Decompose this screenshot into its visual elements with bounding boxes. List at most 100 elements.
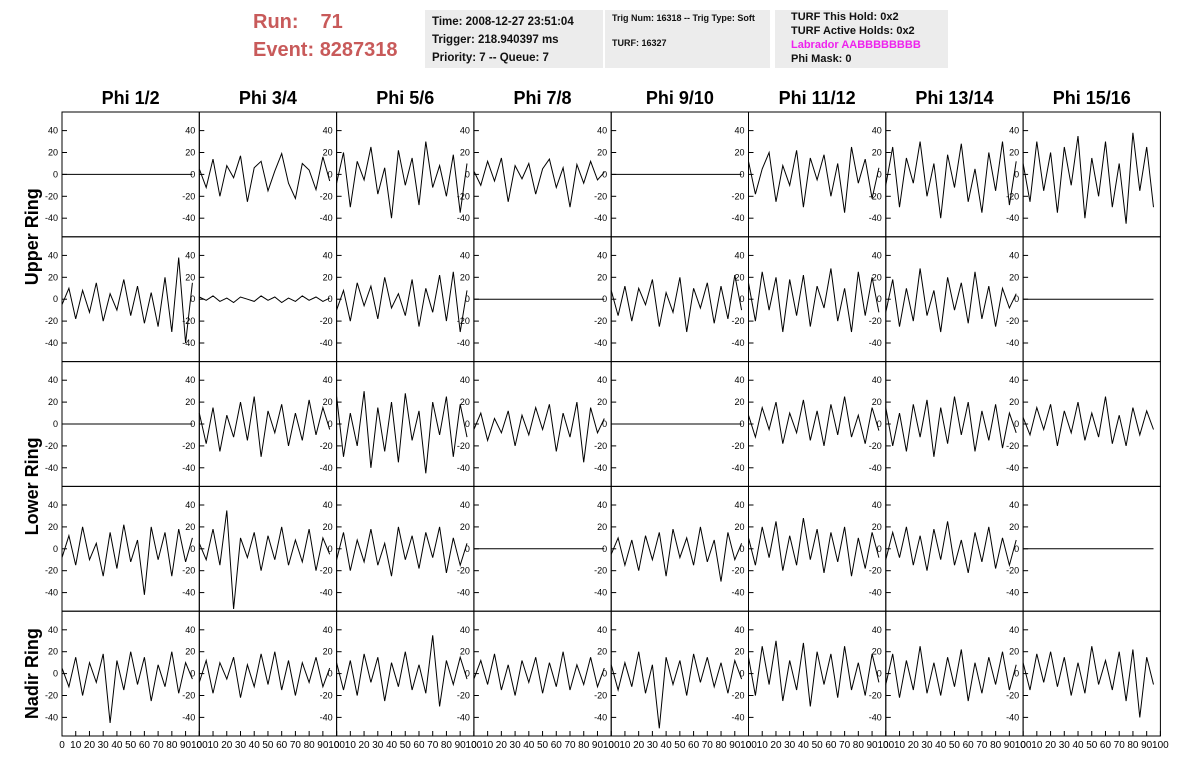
y-tick-label: -40 (594, 712, 607, 722)
y-tick-label: -40 (869, 712, 882, 722)
y-tick-label: -20 (182, 690, 195, 700)
y-tick-label: 40 (734, 500, 744, 510)
x-tick-label: 30 (235, 740, 247, 751)
x-tick-label: 80 (166, 740, 178, 751)
y-tick-label: 0 (1014, 419, 1019, 429)
waveform (1022, 646, 1154, 718)
y-tick-label: 0 (53, 669, 58, 679)
y-tick-label: -20 (594, 690, 607, 700)
waveform (61, 651, 193, 723)
y-tick-label: 20 (1009, 522, 1019, 532)
y-tick-label: 0 (739, 669, 744, 679)
y-tick-label: 20 (460, 647, 470, 657)
x-tick-label: 60 (825, 740, 837, 751)
y-tick-label: -20 (320, 191, 333, 201)
panel-frame (473, 361, 612, 487)
y-tick-label: -40 (182, 712, 195, 722)
y-tick-label: 40 (734, 250, 744, 260)
x-tick-label: 50 (1086, 740, 1098, 751)
y-tick-label: 40 (185, 126, 195, 136)
y-tick-label: 0 (877, 669, 882, 679)
y-tick-label: 20 (597, 522, 607, 532)
panel-frame (198, 610, 338, 737)
y-tick-label: 0 (877, 419, 882, 429)
y-tick-label: -40 (1006, 588, 1019, 598)
x-tick-label: 30 (1059, 740, 1071, 751)
y-tick-label: 40 (460, 250, 470, 260)
y-tick-label: 20 (734, 522, 744, 532)
y-tick-label: 20 (597, 272, 607, 282)
y-tick-label: -40 (731, 588, 744, 598)
y-tick-label: -40 (594, 463, 607, 473)
column-title: Phi 5/6 (376, 88, 434, 108)
x-tick-label: 100 (1015, 740, 1032, 751)
y-tick-label: 20 (185, 397, 195, 407)
x-tick-label: 40 (386, 740, 398, 751)
x-tick-label: 70 (290, 740, 302, 751)
y-tick-label: -20 (731, 316, 744, 326)
y-tick-label: -20 (320, 690, 333, 700)
waveform (1022, 396, 1154, 447)
x-tick-label: 30 (784, 740, 796, 751)
x-tick-label: 40 (661, 740, 673, 751)
y-tick-label: 40 (323, 625, 333, 635)
y-tick-label: 40 (48, 625, 58, 635)
x-tick-label: 50 (125, 740, 137, 751)
x-tick-label: 60 (551, 740, 563, 751)
y-tick-label: -40 (45, 338, 58, 348)
y-tick-label: -40 (457, 213, 470, 223)
panel-frame (336, 361, 475, 487)
y-tick-label: 40 (460, 500, 470, 510)
y-tick-label: 20 (734, 647, 744, 657)
x-tick-label: 90 (180, 740, 192, 751)
x-tick-label: 0 (1020, 740, 1026, 751)
x-tick-label: 10 (619, 740, 631, 751)
panel-frame (473, 610, 612, 737)
y-tick-label: 0 (53, 419, 58, 429)
x-tick-label: 30 (921, 740, 933, 751)
y-tick-label: 40 (872, 375, 882, 385)
y-tick-label: -40 (45, 213, 58, 223)
y-tick-label: 40 (597, 126, 607, 136)
panel-frame (198, 236, 338, 363)
x-tick-label: 80 (853, 740, 865, 751)
x-tick-label: 10 (757, 740, 769, 751)
x-tick-label: 100 (740, 740, 757, 751)
column-title: Phi 15/16 (1053, 88, 1131, 108)
waveform (61, 524, 193, 595)
y-tick-label: -20 (869, 191, 882, 201)
panel-frame (748, 236, 887, 363)
y-tick-label: 0 (1014, 294, 1019, 304)
waveform (748, 268, 880, 333)
panel-frame (473, 111, 612, 238)
y-tick-label: -40 (320, 338, 333, 348)
y-tick-label: -20 (731, 441, 744, 451)
y-tick-label: -20 (457, 441, 470, 451)
waveform (336, 141, 468, 219)
x-tick-label: 80 (441, 740, 453, 751)
y-tick-label: 20 (597, 647, 607, 657)
info-line: TURF: 16327 (612, 38, 667, 48)
y-tick-label: 20 (460, 522, 470, 532)
y-tick-label: 0 (328, 419, 333, 429)
waveform (748, 146, 880, 213)
y-tick-label: 40 (48, 126, 58, 136)
ring-label: Upper Ring (22, 188, 42, 285)
y-tick-label: -20 (1006, 316, 1019, 326)
x-tick-label: 10 (482, 740, 494, 751)
waveform (61, 257, 193, 344)
y-tick-label: 0 (1014, 169, 1019, 179)
turf-box: TURF This Hold: 0x2 TURF Active Holds: 0… (775, 10, 948, 68)
x-tick-label: 80 (715, 740, 727, 751)
y-tick-label: 0 (602, 544, 607, 554)
waveform (1022, 132, 1154, 224)
y-tick-label: -20 (457, 191, 470, 201)
y-tick-label: 20 (323, 522, 333, 532)
y-tick-label: -40 (1006, 338, 1019, 348)
x-tick-label: 0 (746, 740, 752, 751)
y-tick-label: 0 (53, 169, 58, 179)
panel-frame (885, 361, 1024, 487)
waveform (885, 521, 1017, 574)
panel-frame (61, 236, 200, 363)
